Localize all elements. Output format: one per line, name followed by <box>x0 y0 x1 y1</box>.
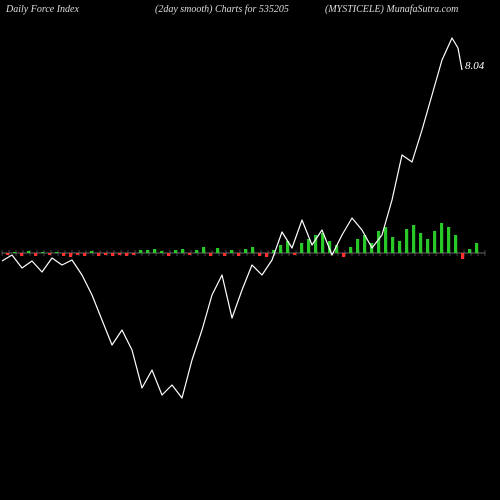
current-value-label: 8.04 <box>465 60 484 72</box>
force-index-chart: Daily Force Index (2day smooth) Charts f… <box>0 0 500 500</box>
header-left-label: Daily Force Index <box>6 4 79 15</box>
header-right-label: (MYSTICELE) MunafaSutra.com <box>325 4 458 15</box>
chart-header: Daily Force Index (2day smooth) Charts f… <box>0 4 500 20</box>
header-center-label: (2day smooth) Charts for 535205 <box>155 4 289 15</box>
chart-canvas <box>0 0 500 500</box>
